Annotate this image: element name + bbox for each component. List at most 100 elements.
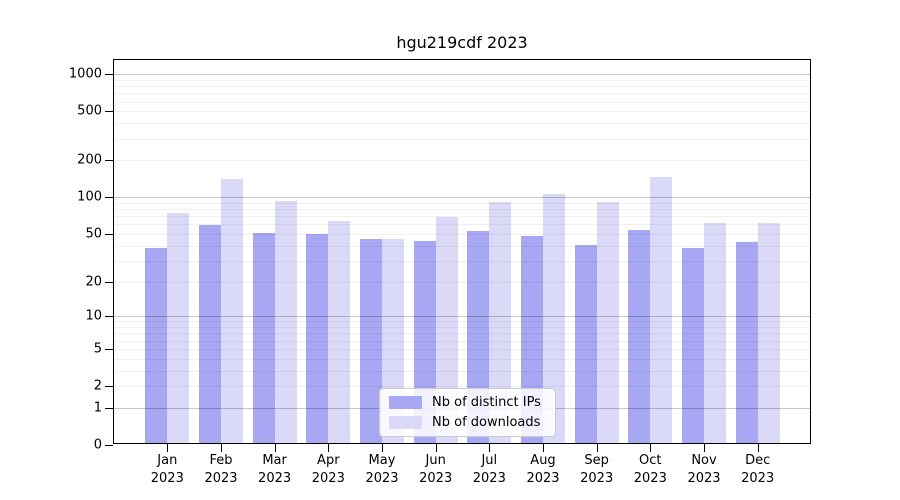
minor-gridline-5 <box>114 348 810 350</box>
major-gridline-10 <box>114 316 810 318</box>
minor-gridline-50 <box>114 233 810 235</box>
y-tick-label-100: 100 <box>77 189 102 205</box>
x-tick-label-dec-2023: Dec 2023 <box>716 452 800 487</box>
x-tick-label-line: 2023 <box>258 470 292 486</box>
x-tick-label-line: Nov <box>691 453 717 468</box>
minor-gridline-500 <box>114 111 810 113</box>
x-tick-label-line: Feb <box>209 453 233 468</box>
x-tick-label-may-2023: May 2023 <box>340 452 424 487</box>
x-tick-label-nov-2023: Nov 2023 <box>662 452 746 487</box>
bar-nb-of-distinct-ips-sep-2023 <box>574 244 597 443</box>
bar-nb-of-downloads-sep-2023 <box>596 202 619 443</box>
bar-nb-of-distinct-ips-oct-2023 <box>628 229 651 443</box>
bar-nb-of-downloads-oct-2023 <box>650 176 673 443</box>
legend-item-distinct-ips: Nb of distinct IPs <box>389 395 541 410</box>
y-tick-mark-100 <box>105 197 113 199</box>
x-tick-label-aug-2023: Aug 2023 <box>501 452 585 487</box>
x-tick-mark-may-2023 <box>382 444 383 452</box>
bar-nb-of-distinct-ips-mar-2023 <box>252 233 275 443</box>
x-tick-mark-apr-2023 <box>328 444 330 452</box>
bar-nb-of-downloads-aug-2023 <box>543 194 565 443</box>
x-tick-mark-sep-2023 <box>596 444 598 452</box>
y-tick-label-2: 2 <box>93 378 102 394</box>
x-tick-label-sep-2023: Sep 2023 <box>555 452 639 487</box>
y-tick-mark-2 <box>105 386 113 387</box>
bar-nb-of-downloads-dec-2023 <box>757 223 780 443</box>
y-tick-mark-20 <box>105 281 113 283</box>
minor-gridline-2 <box>114 386 810 387</box>
bar-nb-of-downloads-jul-2023 <box>489 202 512 443</box>
minor-gridline-400 <box>114 123 810 125</box>
x-tick-label-line: 2023 <box>365 470 399 486</box>
minor-gridline-30 <box>114 260 810 262</box>
x-tick-label-line: 2023 <box>472 470 506 486</box>
bar-nb-of-downloads-nov-2023 <box>704 223 726 443</box>
x-tick-mark-jul-2023 <box>489 444 491 452</box>
x-tick-mark-oct-2023 <box>650 444 652 452</box>
x-tick-mark-feb-2023 <box>221 444 222 452</box>
x-tick-label-feb-2023: Feb 2023 <box>179 452 263 487</box>
minor-gridline-8 <box>114 327 810 328</box>
minor-gridline-70 <box>114 216 810 218</box>
x-tick-label-line: Dec <box>745 453 771 468</box>
x-tick-label-line: 2023 <box>311 470 345 486</box>
x-tick-label-line: Jul <box>481 453 498 468</box>
major-gridline-100 <box>114 197 810 199</box>
x-tick-mark-aug-2023 <box>543 444 544 452</box>
y-tick-label-200: 200 <box>77 152 102 168</box>
minor-gridline-800 <box>114 86 810 87</box>
x-tick-label-line: 2023 <box>633 470 667 486</box>
bar-nb-of-distinct-ips-feb-2023 <box>199 225 221 443</box>
minor-gridline-40 <box>114 245 810 247</box>
x-tick-label-line: Apr <box>317 453 340 468</box>
x-tick-label-jul-2023: Jul 2023 <box>447 452 531 487</box>
minor-gridline-900 <box>114 79 810 81</box>
legend-label-distinct-ips: Nb of distinct IPs <box>432 395 541 410</box>
legend-label-downloads: Nb of downloads <box>432 415 541 430</box>
bar-nb-of-downloads-apr-2023 <box>328 220 351 443</box>
minor-gridline-9 <box>114 321 810 323</box>
x-tick-label-line: 2023 <box>526 470 560 486</box>
x-tick-mark-dec-2023 <box>757 444 759 452</box>
y-tick-mark-200 <box>105 160 113 162</box>
x-tick-label-line: 2023 <box>204 470 238 486</box>
y-tick-mark-0 <box>105 445 113 446</box>
x-tick-mark-nov-2023 <box>704 444 705 452</box>
legend: Nb of distinct IPs Nb of downloads <box>379 388 556 437</box>
y-tick-mark-1000 <box>105 74 113 76</box>
minor-gridline-90 <box>114 202 810 204</box>
legend-swatch-downloads <box>389 416 422 429</box>
y-tick-mark-5 <box>105 348 113 350</box>
bar-nb-of-downloads-jun-2023 <box>435 216 458 443</box>
minor-gridline-20 <box>114 281 810 283</box>
x-tick-mark-jan-2023 <box>167 444 169 452</box>
y-tick-label-10: 10 <box>85 308 102 324</box>
legend-swatch-distinct-ips <box>389 396 422 409</box>
x-tick-label-line: Jan <box>157 453 178 468</box>
minor-gridline-300 <box>114 138 810 140</box>
major-gridline-1000 <box>114 74 810 76</box>
bar-nb-of-distinct-ips-may-2023 <box>360 238 382 443</box>
x-tick-label-line: Sep <box>584 453 609 468</box>
minor-gridline-6 <box>114 340 810 342</box>
minor-gridline-600 <box>114 101 810 103</box>
x-tick-label-line: 2023 <box>419 470 453 486</box>
x-tick-label-oct-2023: Oct 2023 <box>608 452 692 487</box>
minor-gridline-3 <box>114 370 810 372</box>
y-tick-mark-10 <box>105 316 113 318</box>
minor-gridline-4 <box>114 358 810 360</box>
x-tick-label-mar-2023: Mar 2023 <box>233 452 317 487</box>
bar-nb-of-distinct-ips-dec-2023 <box>735 242 758 443</box>
y-tick-mark-50 <box>105 233 113 235</box>
minor-gridline-700 <box>114 93 810 95</box>
minor-gridline-80 <box>114 209 810 211</box>
x-tick-label-line: Aug <box>530 453 556 468</box>
y-tick-label-1: 1 <box>93 400 102 416</box>
bar-nb-of-distinct-ips-apr-2023 <box>306 234 329 443</box>
bar-nb-of-downloads-jan-2023 <box>167 212 190 443</box>
x-tick-label-jun-2023: Jun 2023 <box>394 452 478 487</box>
y-tick-mark-1 <box>105 407 113 409</box>
minor-gridline-7 <box>114 333 810 335</box>
x-tick-label-line: 2023 <box>687 470 721 486</box>
x-tick-label-line: 2023 <box>741 470 775 486</box>
